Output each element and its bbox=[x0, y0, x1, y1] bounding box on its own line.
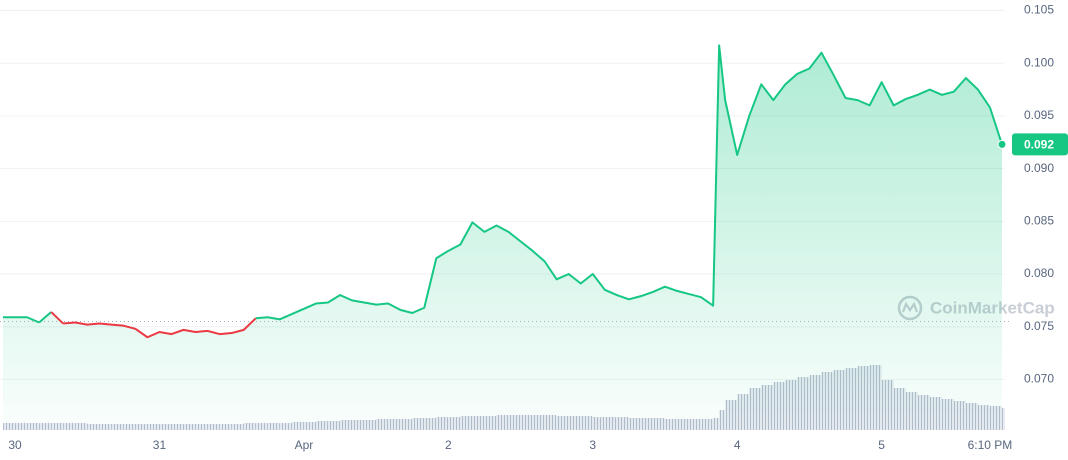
y-tick-label: 0.085 bbox=[1024, 213, 1054, 227]
x-tick-label: 3 bbox=[589, 438, 596, 452]
y-tick-label: 0.095 bbox=[1024, 108, 1054, 122]
x-tick-label: 6:10 PM bbox=[968, 438, 1013, 452]
price-area bbox=[3, 45, 1002, 430]
price-line bbox=[255, 44, 1003, 321]
y-tick-label: 0.100 bbox=[1024, 55, 1054, 69]
x-tick-label: 2 bbox=[445, 438, 452, 452]
y-tick-label: 0.080 bbox=[1024, 266, 1054, 280]
x-tick-label: 4 bbox=[734, 438, 741, 452]
current-label: 0.092 bbox=[1024, 138, 1054, 152]
y-tick-label: 0.105 bbox=[1024, 3, 1054, 17]
price-line bbox=[38, 311, 52, 324]
y-tick-label: 0.090 bbox=[1024, 161, 1054, 175]
price-line bbox=[50, 311, 64, 325]
volume-bar bbox=[1001, 408, 1005, 430]
price-line bbox=[3, 316, 40, 324]
price-line bbox=[63, 317, 257, 339]
current-badge bbox=[1012, 133, 1068, 156]
x-tick-label: 5 bbox=[878, 438, 885, 452]
y-tick-label: 0.075 bbox=[1024, 319, 1054, 333]
y-tick-label: 0.070 bbox=[1024, 372, 1054, 386]
current-point bbox=[997, 139, 1007, 149]
x-tick-label: 31 bbox=[153, 438, 167, 452]
x-tick-label: 30 bbox=[8, 438, 22, 452]
x-tick-label: Apr bbox=[295, 438, 314, 452]
